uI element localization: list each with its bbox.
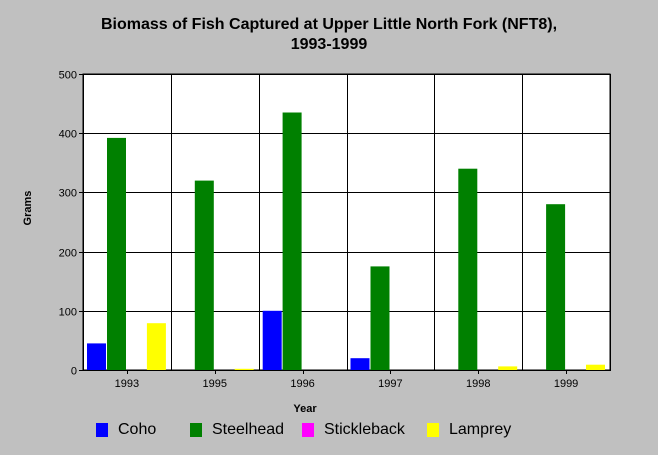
legend-item-stickleback: Stickleback: [302, 421, 405, 439]
bar-lamprey-1999: [586, 364, 605, 370]
x-tick-label: 1998: [466, 378, 490, 390]
y-tick-label: 400: [59, 129, 77, 141]
y-axis-label: Grams: [22, 190, 34, 226]
y-tick-label: 500: [59, 70, 77, 82]
x-axis-label: Year: [293, 403, 317, 415]
bar-lamprey-1993: [146, 323, 166, 370]
bar-steelhead-1997: [370, 266, 390, 370]
legend-swatch-lamprey: [427, 423, 439, 437]
y-tick-label: 300: [59, 188, 77, 200]
x-tick-label: 1999: [554, 378, 578, 390]
legend-label-lamprey: Lamprey: [449, 421, 512, 438]
bar-steelhead-1996: [282, 112, 302, 370]
bar-lamprey-1998: [498, 366, 518, 370]
legend-label-steelhead: Steelhead: [212, 421, 285, 438]
legend-label-stickleback: Stickleback: [324, 421, 405, 438]
x-tick-label: 1996: [290, 378, 314, 390]
bar-coho-1993: [87, 343, 106, 370]
bar-lamprey-1995: [234, 368, 254, 370]
chart-title-line1: Biomass of Fish Captured at Upper Little…: [100, 16, 558, 33]
legend-swatch-coho: [96, 423, 108, 437]
chart-legend: Coho Steelhead Stickleback Lamprey: [0, 421, 658, 439]
bar-coho-1997: [350, 358, 370, 370]
y-tick-label: 100: [59, 307, 77, 319]
chart-title-line2: 1993-1999: [290, 36, 368, 53]
legend-swatch-stickleback: [302, 423, 314, 437]
y-tick-label: 0: [71, 366, 77, 378]
x-tick-label: 1997: [378, 378, 402, 390]
bar-steelhead-1993: [107, 137, 126, 370]
bar-coho-1996: [262, 310, 282, 370]
x-tick-label: 1993: [115, 378, 139, 390]
bar-steelhead-1998: [458, 168, 478, 370]
legend-item-coho: Coho: [96, 421, 156, 439]
legend-item-steelhead: Steelhead: [190, 421, 284, 439]
bar-steelhead-1995: [194, 180, 214, 370]
legend-label-coho: Coho: [118, 421, 157, 438]
x-tick-label: 1995: [203, 378, 227, 390]
bar-steelhead-1999: [546, 204, 566, 370]
legend-item-lamprey: Lamprey: [427, 421, 511, 439]
legend-swatch-steelhead: [190, 423, 202, 437]
plot-frame: [83, 74, 611, 371]
y-tick-label: 200: [59, 248, 77, 260]
